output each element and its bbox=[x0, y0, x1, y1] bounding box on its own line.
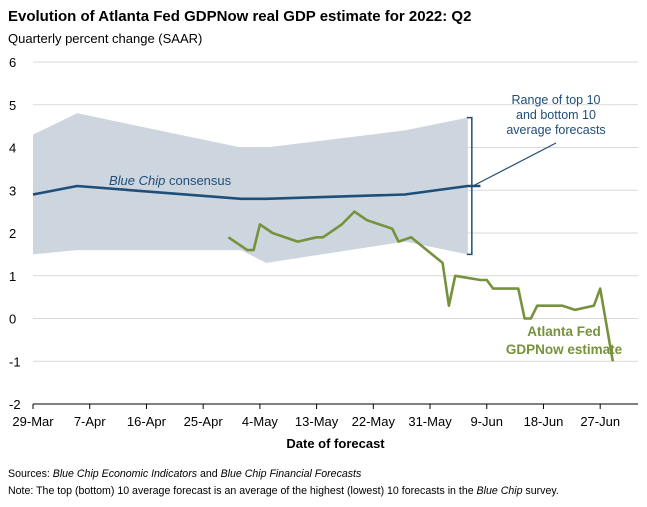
x-tick-label: 29-Mar bbox=[12, 414, 54, 429]
footnote: Note: The top (bottom) 10 average foreca… bbox=[8, 485, 559, 497]
sources-title-1: Blue Chip Economic Indicators bbox=[52, 468, 198, 480]
bluechip-label: Blue Chip consensus bbox=[109, 173, 232, 188]
band-bracket bbox=[466, 116, 473, 256]
sources-and: and bbox=[197, 468, 221, 480]
bluechip-label-italic: Blue Chip bbox=[109, 173, 165, 188]
y-tick-label: 5 bbox=[9, 98, 16, 113]
note-prefix: Note: bbox=[8, 485, 37, 497]
note-suffix: survey. bbox=[522, 485, 559, 497]
bluechip-consensus-line bbox=[32, 184, 481, 201]
band-label: Range of top 10 bbox=[512, 93, 601, 107]
y-tick-label: 3 bbox=[9, 183, 16, 198]
x-tick-label: 16-Apr bbox=[127, 414, 167, 429]
y-tick-label: 4 bbox=[9, 141, 16, 156]
sources-title-2: Blue Chip Financial Forecasts bbox=[220, 468, 362, 480]
x-tick-label: 18-Jun bbox=[524, 414, 564, 429]
x-tick-label: 25-Apr bbox=[184, 414, 224, 429]
y-tick-label: 2 bbox=[9, 226, 16, 241]
gdpnow-estimate-line bbox=[227, 210, 615, 362]
band-callout-line bbox=[472, 142, 557, 187]
x-tick-label: 9-Jun bbox=[470, 414, 503, 429]
gdpnow-label: Atlanta Fed bbox=[527, 324, 601, 339]
x-tick-label: 22-May bbox=[352, 414, 396, 429]
y-tick-label: 0 bbox=[9, 312, 16, 327]
gdpnow-label: GDPNow estimate bbox=[506, 342, 623, 357]
line-chart: 6 5 4 3 2 1 0 -1 -2 29-Mar 7-Apr 16-Apr 25-Apr 4-May 1… bbox=[9, 55, 638, 451]
band-label: and bottom 10 bbox=[516, 108, 596, 122]
note-italic: Blue Chip bbox=[476, 485, 523, 497]
band-label: average forecasts bbox=[506, 123, 605, 137]
x-tick-label: 7-Apr bbox=[74, 414, 106, 429]
x-tick-label: 4-May bbox=[242, 414, 279, 429]
chart-title: Evolution of Atlanta Fed GDPNow real GDP… bbox=[8, 8, 472, 25]
y-tick-label: -2 bbox=[9, 397, 21, 412]
sources-prefix: Sources: bbox=[8, 468, 53, 480]
x-axis-title: Date of forecast bbox=[286, 436, 385, 451]
chart-subtitle: Quarterly percent change (SAAR) bbox=[8, 31, 203, 46]
x-tick-label: 27-Jun bbox=[580, 414, 620, 429]
sources-note: Sources: Blue Chip Economic Indicators a… bbox=[8, 468, 361, 480]
forecast-range-band bbox=[33, 113, 468, 263]
bluechip-label-rest: consensus bbox=[165, 173, 231, 188]
x-tick-label: 31-May bbox=[408, 414, 452, 429]
x-tick-label: 13-May bbox=[295, 414, 339, 429]
note-text: The top (bottom) 10 average forecast is … bbox=[36, 485, 477, 497]
y-tick-label: 1 bbox=[9, 269, 16, 284]
y-tick-label: -1 bbox=[9, 354, 21, 369]
y-tick-label: 6 bbox=[9, 55, 16, 70]
